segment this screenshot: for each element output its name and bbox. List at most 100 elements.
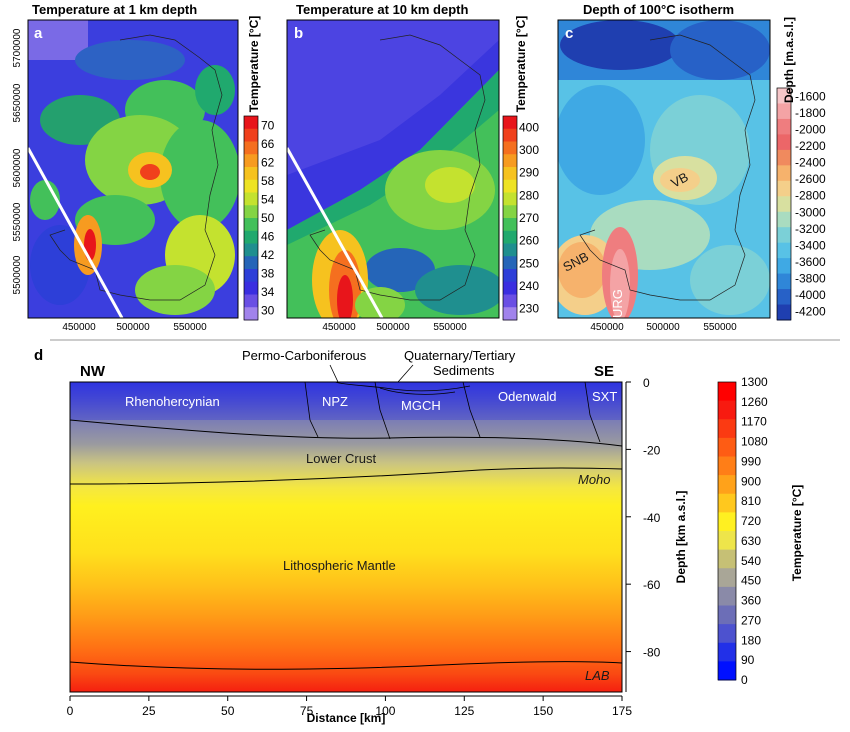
colorbar-swatch <box>503 294 517 308</box>
panel-d-axes: 0 25 50 75 100 125 150 175 0 -20 -40 -60 -80 <box>67 376 661 718</box>
colorbar-swatch <box>718 531 736 551</box>
colorbar-swatch <box>503 307 517 321</box>
unit-moho: Moho <box>578 472 611 487</box>
colorbar-tick-label: 450 <box>741 574 761 588</box>
y-tick-label: -40 <box>643 511 661 525</box>
panel-d-section <box>69 381 623 693</box>
colorbar-tick-label: 1080 <box>741 435 768 449</box>
callout-sediments: Sediments <box>433 363 495 378</box>
unit-odenwald: Odenwald <box>498 389 557 404</box>
x-tick-label: 125 <box>454 704 474 718</box>
panel-d-colorbar-title: Temperature [°C] <box>790 485 804 582</box>
colorbar-tick-label: 280 <box>519 188 539 202</box>
colorbar-swatch <box>777 304 791 321</box>
colorbar-swatch <box>244 218 258 232</box>
y-tick-label: 5700000 <box>12 28 23 67</box>
panel-b-colorbar-title: Temperature [°C] <box>514 16 528 113</box>
colorbar-swatch <box>503 281 517 295</box>
colorbar-swatch <box>244 256 258 270</box>
colorbar-swatch <box>777 165 791 182</box>
panel-c-map <box>558 20 770 318</box>
panel-b-colorbar: 400 300 290 280 270 260 250 240 230 <box>502 115 539 321</box>
colorbar-tick-label: 270 <box>741 613 761 627</box>
colorbar-tick-label: 400 <box>519 120 539 134</box>
x-tick-label: 50 <box>221 704 235 718</box>
colorbar-tick-label: -2200 <box>795 139 826 153</box>
colorbar-tick-label: 250 <box>519 256 539 270</box>
unit-sxt: SXT <box>592 389 617 404</box>
y-tick-label: 5550000 <box>12 202 23 241</box>
colorbar-swatch <box>244 230 258 244</box>
panel-a-map <box>28 20 238 318</box>
colorbar-swatch <box>503 179 517 193</box>
colorbar-tick-label: 990 <box>741 454 761 468</box>
colorbar-tick-label: 230 <box>519 302 539 316</box>
colorbar-tick-label: 900 <box>741 474 761 488</box>
panel-d-se-label: SE <box>594 363 614 380</box>
colorbar-tick-label: 66 <box>261 137 275 151</box>
x-tick-label: 0 <box>67 704 74 718</box>
colorbar-swatch <box>718 437 736 457</box>
colorbar-swatch <box>244 307 258 321</box>
unit-npz: NPZ <box>322 394 348 409</box>
y-tick-label: 5650000 <box>12 83 23 122</box>
colorbar-swatch <box>244 141 258 155</box>
panel-a-xticks: 450000 500000 550000 <box>62 322 207 333</box>
y-tick-label: -20 <box>643 443 661 457</box>
colorbar-tick-label: 70 <box>261 118 275 132</box>
colorbar-swatch <box>244 167 258 181</box>
colorbar-swatch <box>777 273 791 290</box>
colorbar-swatch <box>244 179 258 193</box>
y-tick-label: 5600000 <box>12 148 23 187</box>
colorbar-tick-label: 50 <box>261 211 275 225</box>
colorbar-swatch <box>777 196 791 213</box>
colorbar-swatch <box>777 88 791 104</box>
colorbar-tick-label: 54 <box>261 192 275 206</box>
colorbar-tick-label: 62 <box>261 155 275 169</box>
panel-c-label-urg: URG <box>610 289 625 318</box>
colorbar-tick-label: -1800 <box>795 106 826 120</box>
x-tick-label: 450000 <box>322 322 356 333</box>
panel-d-xlabel: Distance [km] <box>307 711 386 725</box>
x-tick-label: 100 <box>375 704 395 718</box>
colorbar-tick-label: 360 <box>741 594 761 608</box>
colorbar-swatch <box>777 227 791 244</box>
x-tick-label: 175 <box>612 704 632 718</box>
colorbar-swatch <box>777 289 791 306</box>
colorbar-swatch <box>503 154 517 168</box>
colorbar-swatch <box>718 586 736 606</box>
colorbar-tick-label: 46 <box>261 230 275 244</box>
panel-c-letter: c <box>565 25 573 42</box>
colorbar-swatch <box>777 118 791 135</box>
panel-b-title: Temperature at 10 km depth <box>296 2 468 17</box>
colorbar-tick-label: -2600 <box>795 172 826 186</box>
colorbar-tick-label: 270 <box>519 211 539 225</box>
panel-c-colorbar: -1600 -1800 -2000 -2200 -2400 -2600 -2800 -3000… <box>776 87 826 321</box>
colorbar-swatch <box>718 493 736 513</box>
colorbar-tick-label: 300 <box>519 143 539 157</box>
colorbar-tick-label: 38 <box>261 267 275 281</box>
colorbar-tick-label: -4000 <box>795 288 826 302</box>
colorbar-swatch <box>718 456 736 476</box>
colorbar-tick-label: 42 <box>261 248 275 262</box>
colorbar-swatch <box>718 382 736 402</box>
colorbar-tick-label: -3000 <box>795 205 826 219</box>
colorbar-tick-label: 290 <box>519 166 539 180</box>
x-tick-label: 450000 <box>590 322 624 333</box>
colorbar-swatch <box>244 116 258 130</box>
colorbar-tick-label: 34 <box>261 285 275 299</box>
colorbar-tick-label: 180 <box>741 633 761 647</box>
panel-a-title: Temperature at 1 km depth <box>32 2 197 17</box>
colorbar-tick-label: 90 <box>741 653 755 667</box>
colorbar-swatch <box>718 568 736 588</box>
colorbar-tick-label: 720 <box>741 514 761 528</box>
colorbar-swatch <box>777 103 791 120</box>
colorbar-swatch <box>718 642 736 662</box>
colorbar-swatch <box>503 167 517 181</box>
colorbar-tick-label: 30 <box>261 304 275 318</box>
unit-lithospheric-mantle: Lithospheric Mantle <box>283 558 396 573</box>
colorbar-swatch <box>244 154 258 168</box>
unit-lab: LAB <box>585 668 610 683</box>
colorbar-swatch <box>503 116 517 130</box>
